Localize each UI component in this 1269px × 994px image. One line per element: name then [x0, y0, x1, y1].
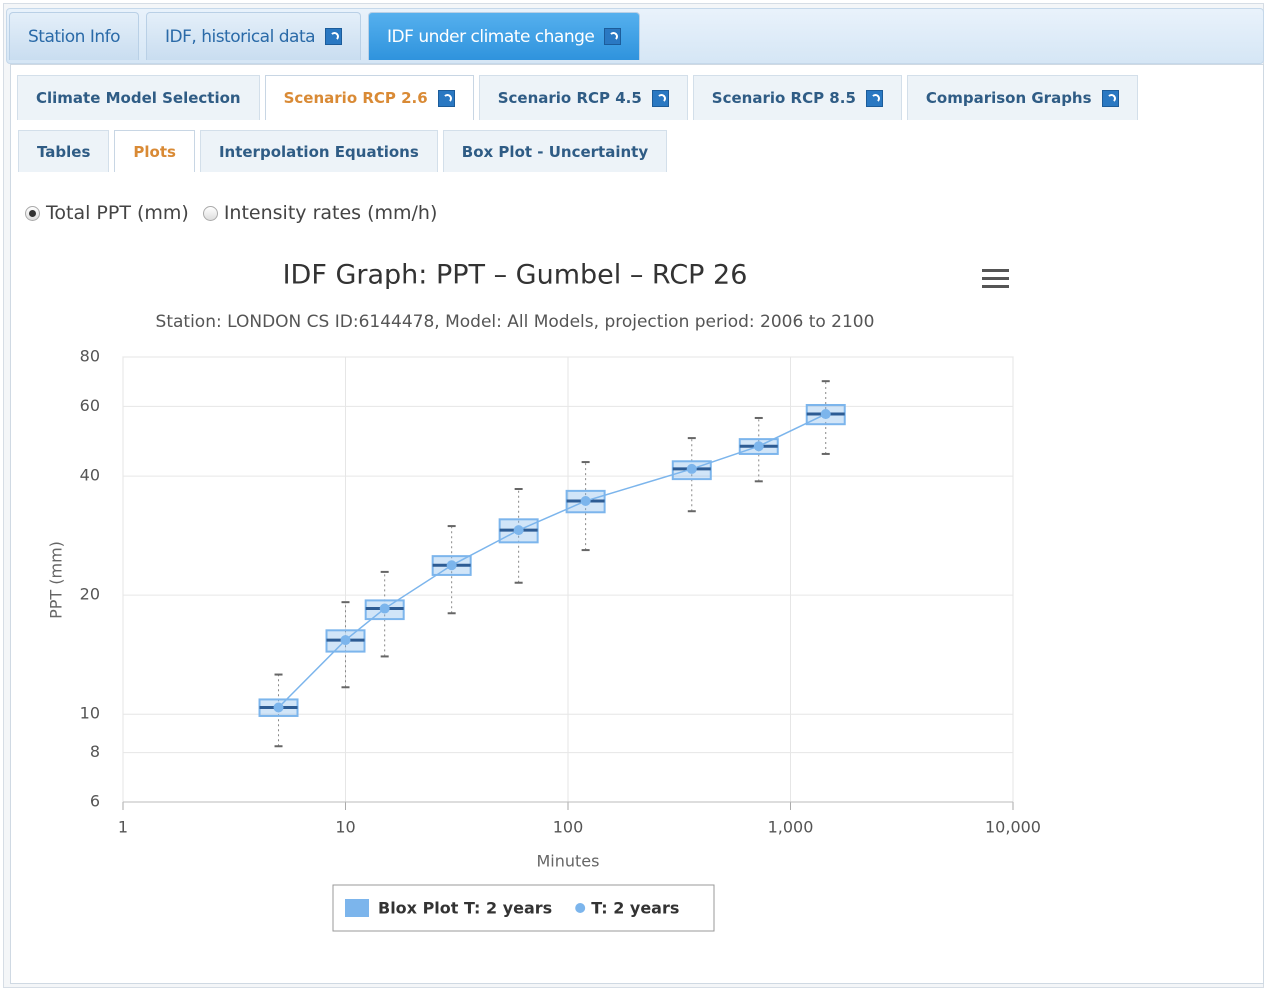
- main-tabs: Station Info IDF, historical data IDF unde…: [9, 12, 641, 60]
- y-tick-label: 80: [80, 347, 100, 366]
- series-point: [446, 560, 457, 571]
- series-point: [513, 525, 524, 536]
- series-point: [820, 409, 831, 420]
- x-tick-label: 100: [553, 818, 584, 837]
- legend-item[interactable]: Blox Plot T: 2 years: [345, 899, 552, 918]
- tab[interactable]: Tables: [18, 130, 110, 172]
- help-icon[interactable]: [325, 28, 343, 45]
- tab[interactable]: Scenario RCP 4.5: [478, 75, 688, 120]
- legend-item[interactable]: T: 2 years: [575, 899, 679, 918]
- chart-subtitle: Station: LONDON CS ID:6144478, Model: Al…: [156, 312, 875, 332]
- tab[interactable]: IDF under climate change: [368, 12, 641, 60]
- help-icon[interactable]: [865, 89, 883, 107]
- tab-label: Interpolation Equations: [218, 142, 419, 161]
- tab[interactable]: Station Info: [9, 12, 140, 60]
- tab[interactable]: Scenario RCP 2.6: [264, 75, 474, 120]
- tab-label: Plots: [133, 142, 176, 161]
- tab-label: Scenario RCP 2.6: [283, 89, 428, 107]
- series-point: [273, 702, 284, 713]
- tab-label: IDF under climate change: [387, 26, 595, 47]
- y-tick-label: 8: [90, 742, 100, 761]
- tab[interactable]: Interpolation Equations: [199, 130, 438, 172]
- y-tick-label: 40: [80, 466, 100, 485]
- y-tick-label: 60: [80, 396, 100, 415]
- legend-label: T: 2 years: [591, 899, 679, 918]
- tab[interactable]: Climate Model Selection: [17, 75, 260, 120]
- tab-label: Comparison Graphs: [925, 89, 1092, 107]
- x-tick-label: 10: [335, 818, 355, 837]
- radio-label: Intensity rates (mm/h): [223, 202, 438, 224]
- menu-button[interactable]: [978, 262, 1012, 294]
- tab-label: Box Plot - Uncertainty: [461, 142, 649, 161]
- radio-label: Total PPT (mm): [46, 202, 189, 224]
- series-point: [379, 603, 390, 614]
- series-point: [340, 635, 351, 646]
- tab-label: Station Info: [28, 26, 121, 47]
- series-point: [753, 441, 764, 452]
- help-icon[interactable]: [437, 89, 455, 107]
- chart-title: IDF Graph: PPT – Gumbel – RCP 26: [283, 260, 748, 291]
- help-icon[interactable]: [1101, 89, 1119, 107]
- x-tick-label: 10,000: [985, 818, 1041, 837]
- tab[interactable]: Comparison Graphs: [906, 75, 1138, 120]
- series-point: [686, 463, 697, 474]
- tab-label: Scenario RCP 8.5: [711, 89, 856, 107]
- help-icon[interactable]: [651, 89, 669, 107]
- series-point: [580, 495, 591, 506]
- legend-swatch: [575, 903, 586, 913]
- radio-group: Total PPT (mm) Intensity rates (mm/h): [25, 202, 437, 224]
- help-icon[interactable]: [604, 28, 622, 45]
- tab-label: Scenario RCP 4.5: [497, 89, 642, 107]
- y-tick-label: 6: [90, 792, 100, 811]
- tab[interactable]: Box Plot - Uncertainty: [442, 130, 668, 172]
- tab[interactable]: Scenario RCP 8.5: [692, 75, 902, 120]
- tab[interactable]: IDF, historical data: [146, 12, 362, 60]
- legend-box: [332, 884, 715, 932]
- tab-label: Climate Model Selection: [36, 89, 241, 107]
- radio-button[interactable]: [25, 205, 40, 221]
- y-tick-label: 20: [80, 585, 100, 604]
- radio-button[interactable]: [202, 205, 218, 221]
- x-tick-label: 1: [118, 818, 128, 837]
- y-tick-label: 10: [80, 704, 100, 723]
- radio-option[interactable]: Intensity rates (mm/h): [202, 202, 438, 224]
- x-axis-label: Minutes: [537, 852, 600, 871]
- radio-option[interactable]: Total PPT (mm): [25, 202, 189, 224]
- view-tabs: Tables Plots Interpolation Equations Box Pl…: [18, 130, 668, 172]
- scenario-tabs: Climate Model Selection Scenario RCP 2.6 S…: [17, 75, 1138, 120]
- legend: Blox Plot T: 2 years T: 2 years: [332, 884, 715, 932]
- tab-label: IDF, historical data: [165, 26, 316, 47]
- legend-swatch: [345, 899, 369, 917]
- legend-label: Blox Plot T: 2 years: [378, 899, 552, 918]
- tab[interactable]: Plots: [114, 130, 195, 172]
- y-axis-label: PPT (mm): [47, 541, 66, 619]
- x-tick-label: 1,000: [768, 818, 814, 837]
- tab-label: Tables: [37, 142, 91, 161]
